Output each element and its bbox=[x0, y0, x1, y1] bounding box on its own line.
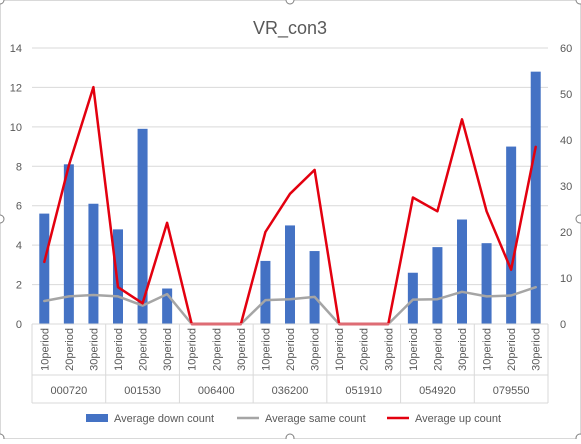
left-tick-label: 10 bbox=[10, 122, 22, 134]
x-tick-label: 20period bbox=[138, 328, 150, 371]
legend-label: Average same count bbox=[265, 413, 366, 425]
right-tick-label: 10 bbox=[560, 273, 572, 285]
legend-label: Average up count bbox=[415, 413, 501, 425]
right-tick-label: 20 bbox=[560, 227, 572, 239]
chart-title: VR_con3 bbox=[253, 18, 327, 39]
right-tick-label: 40 bbox=[560, 135, 572, 147]
left-y-axis: 0 2 4 6 8 10 12 14 bbox=[10, 43, 22, 331]
resize-handle[interactable] bbox=[0, 214, 5, 224]
resize-handle[interactable] bbox=[0, 0, 5, 5]
x-tick-label: 20period bbox=[359, 328, 371, 371]
x-tick-label: 10period bbox=[482, 328, 494, 371]
left-tick-label: 8 bbox=[16, 161, 22, 173]
x-tick-label: 20period bbox=[432, 328, 444, 371]
x-tick-label: 20period bbox=[64, 328, 76, 371]
left-tick-label: 6 bbox=[16, 201, 22, 213]
bar bbox=[39, 213, 50, 324]
x-tick-label: 10period bbox=[187, 328, 199, 371]
resize-handle[interactable] bbox=[285, 0, 295, 5]
x-axis: 10period 20period 30period 10period 20period… bbox=[31, 323, 549, 404]
group-label: 051910 bbox=[345, 385, 382, 397]
resize-handle[interactable] bbox=[575, 214, 581, 224]
bar-series bbox=[39, 71, 541, 325]
right-tick-label: 30 bbox=[560, 181, 572, 193]
x-tick-label: 30period bbox=[88, 328, 100, 371]
x-tick-label: 10period bbox=[334, 328, 346, 371]
right-tick-label: 60 bbox=[560, 43, 572, 55]
bar bbox=[506, 146, 517, 324]
resize-handle[interactable] bbox=[285, 433, 295, 443]
group-label: 054920 bbox=[419, 385, 456, 397]
up-count-line bbox=[43, 85, 537, 326]
bar bbox=[113, 229, 123, 324]
bar bbox=[481, 243, 492, 324]
bar bbox=[285, 225, 295, 324]
x-tick-label: 30period bbox=[310, 328, 322, 371]
line-series bbox=[43, 85, 537, 326]
legend-label: Average down count bbox=[114, 413, 214, 425]
group-label: 079550 bbox=[493, 385, 530, 397]
bar bbox=[162, 288, 173, 324]
bar bbox=[530, 71, 541, 325]
x-tick-label: 20period bbox=[285, 328, 297, 371]
x-tick-label: 10period bbox=[39, 328, 51, 371]
x-tick-label: 30period bbox=[236, 328, 248, 371]
x-tick-label: 10period bbox=[113, 328, 125, 371]
bar bbox=[88, 203, 99, 324]
bar bbox=[137, 128, 148, 324]
x-tick-label: 30period bbox=[383, 328, 395, 371]
bar bbox=[260, 260, 271, 324]
x-tick-label: 30period bbox=[162, 328, 174, 371]
bar bbox=[432, 247, 443, 324]
same-count-line bbox=[43, 285, 537, 326]
right-tick-label: 50 bbox=[560, 89, 572, 101]
left-tick-label: 4 bbox=[16, 240, 22, 252]
group-label: 036200 bbox=[272, 385, 309, 397]
bar bbox=[309, 251, 320, 324]
x-tick-label: 10period bbox=[260, 328, 272, 371]
left-tick-label: 12 bbox=[10, 82, 22, 94]
bar bbox=[457, 219, 467, 324]
x-tick-label: 20period bbox=[506, 328, 518, 371]
x-tick-label: 10period bbox=[408, 328, 420, 371]
x-tick-label: 30period bbox=[531, 328, 543, 371]
bar bbox=[63, 164, 74, 324]
x-tick-label: 20period bbox=[211, 328, 223, 371]
group-label: 000720 bbox=[50, 385, 87, 397]
group-label: 001530 bbox=[124, 385, 161, 397]
resize-handle[interactable] bbox=[575, 0, 581, 5]
legend: Average down count Average same count Aver… bbox=[86, 413, 501, 425]
x-tick-label: 30period bbox=[457, 328, 469, 371]
right-y-axis: 0 10 20 30 40 50 60 bbox=[560, 43, 572, 331]
left-tick-label: 2 bbox=[16, 280, 22, 292]
legend-swatch-down bbox=[86, 414, 108, 422]
left-tick-label: 0 bbox=[16, 319, 22, 331]
left-tick-label: 14 bbox=[10, 43, 22, 55]
group-label: 006400 bbox=[198, 385, 235, 397]
right-tick-label: 0 bbox=[560, 319, 566, 331]
